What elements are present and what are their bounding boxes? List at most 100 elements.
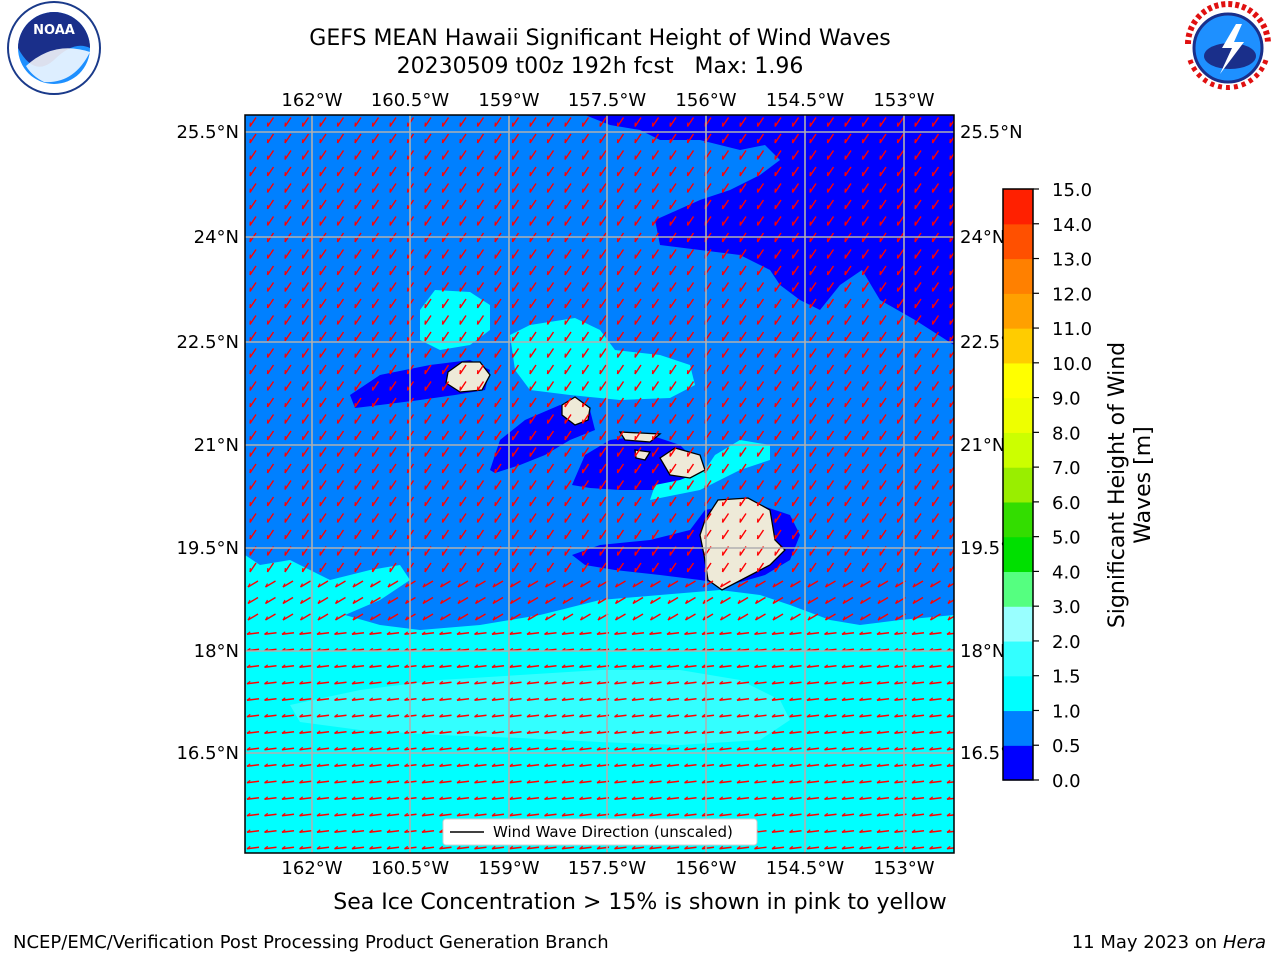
wave-arrow-head (404, 599, 409, 604)
wave-arrow (509, 797, 522, 800)
wave-arrow (354, 216, 362, 226)
wave-arrow (336, 447, 345, 457)
wave-arrow-head (824, 599, 829, 604)
wave-arrow (491, 780, 505, 784)
wave-arrow (459, 315, 467, 325)
wave-arrow (371, 513, 380, 523)
wave-arrow (616, 282, 625, 292)
wave-arrow-head (929, 746, 934, 751)
wave-arrow (701, 698, 715, 701)
wave-arrow (739, 364, 747, 375)
wave-arrow (651, 513, 660, 523)
wave-arrow-head (544, 664, 549, 668)
wave-arrow-head (789, 812, 794, 817)
wave-arrow-head (806, 713, 811, 718)
wave-arrow (826, 348, 835, 358)
wave-arrow (896, 315, 905, 325)
wave-arrow (739, 282, 747, 292)
wave-arrow (860, 596, 871, 605)
wave-arrow (370, 596, 381, 605)
wave-arrow (651, 282, 660, 292)
wave-arrow (896, 265, 905, 276)
wave-arrow-head (614, 697, 619, 701)
wave-arrow (529, 183, 537, 193)
wave-arrow (669, 315, 677, 325)
wave-arrow (369, 714, 382, 718)
wave-arrow-head (246, 746, 251, 751)
wave-arrow-head (246, 730, 251, 734)
wave-arrow (544, 797, 557, 800)
wave-arrow (791, 199, 800, 210)
wave-arrow (651, 166, 660, 177)
wave-arrow (896, 381, 905, 391)
wave-arrow (579, 731, 592, 734)
wave-arrow (737, 596, 749, 605)
wave-arrow (634, 331, 642, 342)
wave-arrow-head (929, 845, 934, 850)
wave-arrow (336, 480, 345, 490)
wave-arrow-head (789, 631, 794, 635)
wave-arrow (424, 397, 432, 408)
wave-arrow-head (754, 746, 759, 751)
wave-arrow-head (666, 664, 671, 668)
wave-arrow-head (596, 664, 601, 668)
wave-arrow (739, 463, 747, 474)
wave-arrow (791, 430, 800, 441)
wave-arrow-head (911, 796, 916, 800)
wave-arrow (529, 249, 537, 259)
wave-arrow (249, 216, 257, 226)
wave-arrow-head (386, 763, 391, 767)
wave-arrow (544, 747, 557, 751)
wave-arrow (581, 315, 590, 325)
wave-arrow (371, 480, 380, 490)
wave-arrow (439, 731, 452, 734)
wave-arrow-head (351, 664, 356, 668)
wave-arrow (949, 449, 954, 457)
wave-arrow-head (579, 796, 584, 800)
wave-arrow (634, 463, 642, 474)
wave-arrow-head (509, 616, 514, 621)
wave-arrow (721, 463, 730, 474)
wave-arrow-head (596, 845, 601, 850)
wave-arrow (634, 183, 642, 193)
wave-arrow-head (666, 697, 671, 701)
wave-arrow-head (579, 616, 584, 621)
wave-arrow-head (299, 713, 304, 718)
wave-arrow-head (842, 616, 846, 621)
wave-arrow (491, 813, 505, 817)
wave-arrow (336, 529, 345, 540)
wave-arrow (441, 397, 450, 408)
wave-arrow-head (316, 845, 321, 850)
wave-arrow (806, 813, 820, 817)
wave-arrow (301, 199, 310, 210)
wave-arrow-head (299, 746, 304, 751)
wave-arrow (599, 282, 607, 292)
wave-arrow (701, 747, 715, 751)
wave-arrow (351, 780, 365, 784)
wave-arrow-head (666, 796, 671, 800)
wave-arrow-head (614, 796, 619, 800)
wave-arrow (826, 513, 835, 523)
wave-arrow (771, 731, 785, 734)
wave-arrow (686, 265, 695, 276)
wave-arrow-head (246, 763, 251, 767)
wave-arrow (826, 496, 835, 507)
wave-arrow (949, 152, 954, 160)
wave-arrow-head (282, 599, 286, 604)
wave-arrow-head (789, 796, 794, 800)
wave-arrow (336, 315, 345, 325)
wave-arrow (685, 613, 696, 621)
wave-arrow-head (352, 616, 356, 621)
chart-title: GEFS MEAN Hawaii Significant Height of W… (309, 26, 891, 51)
wave-arrow (791, 249, 800, 259)
wave-arrow (529, 463, 537, 474)
wave-arrow-head (684, 631, 689, 635)
wave-arrow (316, 747, 330, 751)
wave-arrow (581, 496, 590, 507)
wave-arrow (511, 282, 520, 292)
wave-arrow (371, 331, 380, 342)
wave-arrow-head (736, 631, 741, 635)
wave-arrow (824, 747, 837, 751)
wave-arrow (494, 166, 502, 177)
wave-arrow (457, 580, 469, 588)
